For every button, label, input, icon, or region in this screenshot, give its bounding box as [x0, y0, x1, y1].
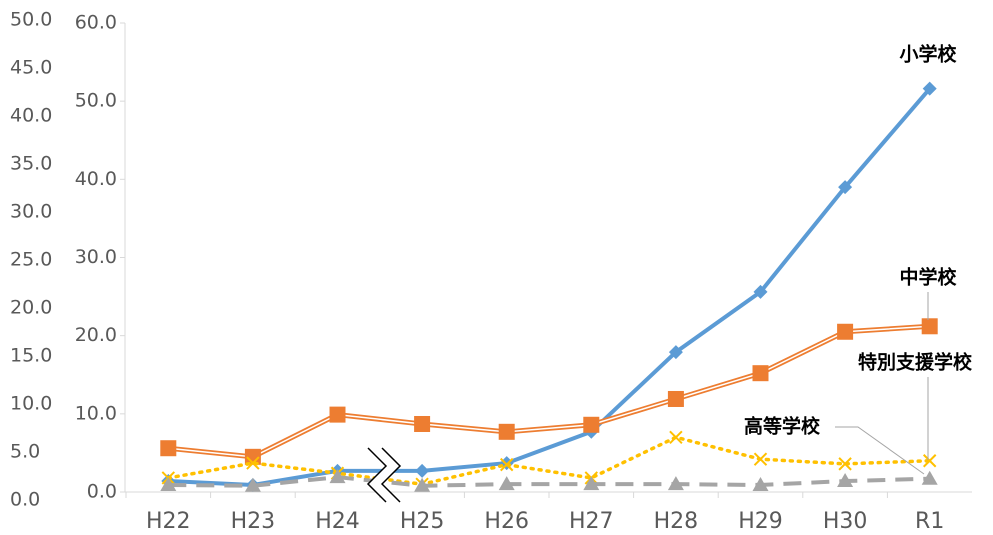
series-label: 特別支援学校 [858, 351, 973, 374]
y2-tick-label: 35.0 [10, 153, 52, 175]
marker [921, 470, 938, 485]
x-tick-label: H24 [315, 509, 360, 534]
marker [667, 476, 684, 491]
x-tick-label: R1 [915, 509, 944, 534]
y-tick-label: 20.0 [75, 324, 117, 346]
marker [160, 440, 177, 457]
series-line-inner [168, 325, 930, 458]
series-label: 中学校 [899, 266, 957, 289]
marker [414, 477, 431, 492]
y2-tick-label: 30.0 [10, 201, 52, 223]
y2-tick-label: 10.0 [10, 393, 52, 415]
x-tick-label: H22 [146, 509, 191, 534]
x-tick-label: H27 [569, 509, 614, 534]
marker [753, 452, 768, 466]
y-tick-label: 40.0 [75, 168, 117, 190]
marker [498, 423, 515, 440]
marker [837, 323, 854, 340]
series-line [166, 435, 932, 486]
marker [838, 457, 852, 471]
y2-tick-label: 40.0 [10, 105, 52, 127]
break-line [380, 447, 402, 503]
y2-tick-label: 5.0 [10, 441, 40, 463]
series-label: 高等学校 [744, 415, 821, 438]
y-tick-label: 30.0 [75, 246, 117, 268]
y2-tick-label: 25.0 [10, 249, 52, 271]
marker [415, 463, 430, 478]
y2-tick-label: 0.0 [10, 489, 40, 511]
marker [329, 469, 346, 484]
x-tick-label: H29 [738, 509, 783, 534]
y-tick-label: 60.0 [75, 12, 117, 34]
marker [499, 456, 514, 471]
marker [329, 406, 346, 423]
marker [583, 476, 600, 491]
y2-tick-label: 50.0 [10, 9, 52, 31]
leader [835, 426, 925, 475]
y2-tick-label: 45.0 [10, 57, 52, 79]
marker [246, 456, 260, 470]
marker [244, 477, 261, 492]
marker [667, 390, 684, 407]
x-tick-label: H26 [484, 509, 529, 534]
x-tick-label: H30 [823, 509, 868, 534]
marker [160, 476, 177, 491]
marker [837, 473, 854, 488]
break-line [366, 447, 388, 503]
marker [922, 81, 937, 96]
marker [414, 415, 431, 432]
x-tick-label: H25 [400, 509, 445, 534]
series-line [168, 475, 930, 488]
marker [922, 454, 937, 468]
y2-tick-label: 15.0 [10, 345, 52, 367]
marker [668, 345, 683, 360]
x-tick-label: H28 [654, 509, 699, 534]
marker [752, 365, 769, 382]
marker [669, 430, 683, 444]
x-tick-label: H23 [231, 509, 276, 534]
marker [499, 457, 514, 472]
marker [498, 476, 515, 491]
y-tick-label: 10.0 [75, 402, 117, 424]
marker [244, 448, 261, 465]
series-line [168, 87, 932, 487]
y-tick-label: 50.0 [75, 90, 117, 112]
marker [838, 180, 853, 195]
y2-tick-label: 20.0 [10, 297, 52, 319]
y-tick-label: 0.0 [87, 481, 117, 503]
marker [921, 318, 938, 335]
marker [753, 284, 768, 299]
marker [752, 476, 769, 491]
marker [583, 416, 600, 433]
series-label: 小学校 [899, 43, 957, 66]
break-bg [368, 448, 400, 502]
